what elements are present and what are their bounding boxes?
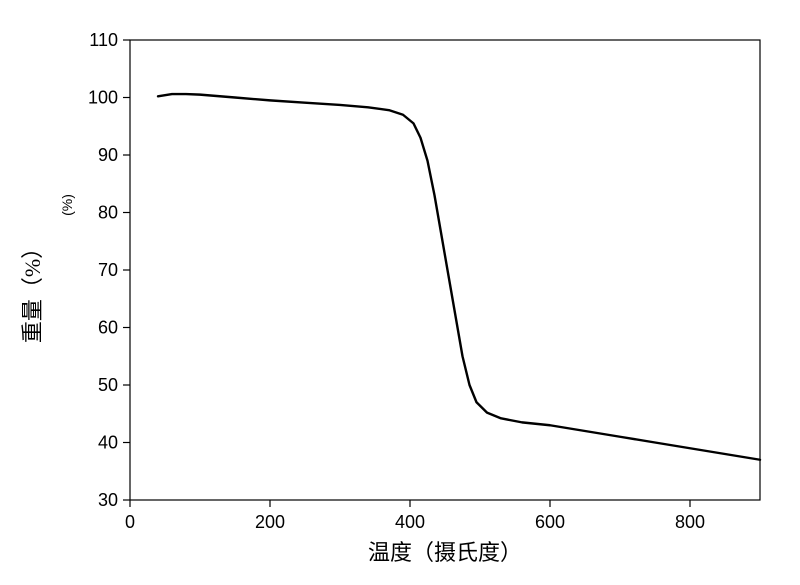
svg-text:110: 110 — [89, 30, 118, 50]
y-axis-label: 重量（%） — [20, 237, 45, 343]
tga-curve — [158, 94, 760, 460]
x-axis-label: 温度（摄氏度） — [368, 540, 522, 565]
svg-text:100: 100 — [88, 88, 118, 108]
tga-chart: 0 200 400 600 800 30 40 50 60 70 80 90 100 110 温度（摄氏度）… — [0, 0, 800, 585]
svg-text:800: 800 — [675, 512, 705, 532]
svg-text:40: 40 — [98, 433, 118, 453]
svg-text:80: 80 — [98, 203, 118, 223]
svg-text:600: 600 — [535, 512, 565, 532]
svg-text:70: 70 — [98, 260, 118, 280]
y-axis-unit: (%) — [59, 194, 75, 216]
svg-text:90: 90 — [98, 145, 118, 165]
svg-text:60: 60 — [98, 318, 118, 338]
svg-text:50: 50 — [98, 375, 118, 395]
svg-text:400: 400 — [395, 512, 425, 532]
svg-text:30: 30 — [98, 490, 118, 510]
svg-text:200: 200 — [255, 512, 285, 532]
chart-svg: 0 200 400 600 800 30 40 50 60 70 80 90 100 110 温度（摄氏度）… — [0, 0, 800, 585]
svg-text:0: 0 — [125, 512, 135, 532]
